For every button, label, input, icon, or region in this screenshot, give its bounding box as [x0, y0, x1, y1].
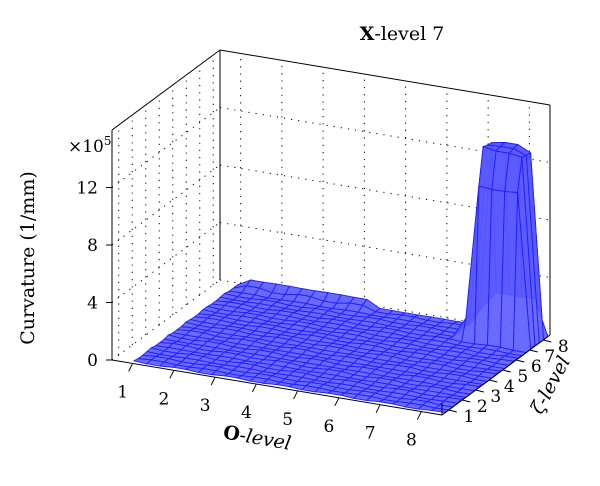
z-axis-label: Curvature (1/mm): [17, 171, 39, 345]
y-tick-label: 4: [504, 377, 515, 397]
y-axis-line: [441, 334, 551, 416]
chart-title: X-level 7: [360, 23, 445, 45]
y-tick-label: 3: [490, 387, 501, 407]
grid-line: [111, 222, 221, 303]
y-tick-label: 1: [463, 407, 474, 427]
y-tick-label: 5: [517, 367, 528, 387]
y-tick-mark: [448, 409, 457, 413]
y-tick-label: 7: [544, 347, 555, 367]
y-tick-label: 8: [558, 337, 569, 357]
grid-line: [111, 107, 221, 188]
y-tick-mark: [502, 369, 511, 373]
x-tick-mark: [251, 383, 257, 393]
y-tick-label: 6: [531, 357, 542, 377]
surface-mesh: [132, 141, 549, 413]
y-tick-mark: [529, 349, 538, 353]
x-tick-mark: [416, 411, 422, 420]
x-tick-label: 1: [117, 382, 128, 402]
x-tick-label: 5: [282, 410, 293, 430]
x-tick-label: 6: [323, 417, 334, 437]
x-tick-label: 2: [158, 389, 169, 409]
y-tick-mark: [516, 359, 525, 363]
y-tick-mark: [489, 379, 498, 383]
z-tick-label: 0: [87, 351, 98, 371]
y-tick-mark: [462, 399, 471, 403]
x-tick-label: 4: [241, 403, 252, 423]
z-tick-label: 8: [87, 236, 98, 256]
y-tick-label: 2: [477, 397, 488, 417]
box-edge: [111, 49, 221, 131]
x-tick-mark: [334, 397, 340, 407]
z-tick-label: 12: [76, 179, 98, 199]
x-tick-mark: [169, 370, 175, 379]
grid-line: [111, 164, 221, 246]
box-edge: [219, 49, 551, 106]
x-tick-label: 8: [406, 431, 417, 451]
grid-layer: [111, 53, 551, 361]
y-tick-mark: [475, 389, 484, 393]
x-tick-label: 7: [365, 424, 376, 444]
z-tick-label: 4: [87, 294, 98, 314]
x-tick-mark: [210, 376, 216, 386]
x-tick-mark: [128, 363, 134, 372]
z-multiplier: ×105: [68, 134, 112, 157]
x-tick-mark: [293, 390, 299, 400]
x-tick-label: 3: [200, 396, 211, 416]
grid-line: [111, 279, 221, 361]
x-axis-line: [111, 359, 443, 416]
x-tick-mark: [375, 404, 381, 413]
y-tick-mark: [543, 339, 552, 343]
